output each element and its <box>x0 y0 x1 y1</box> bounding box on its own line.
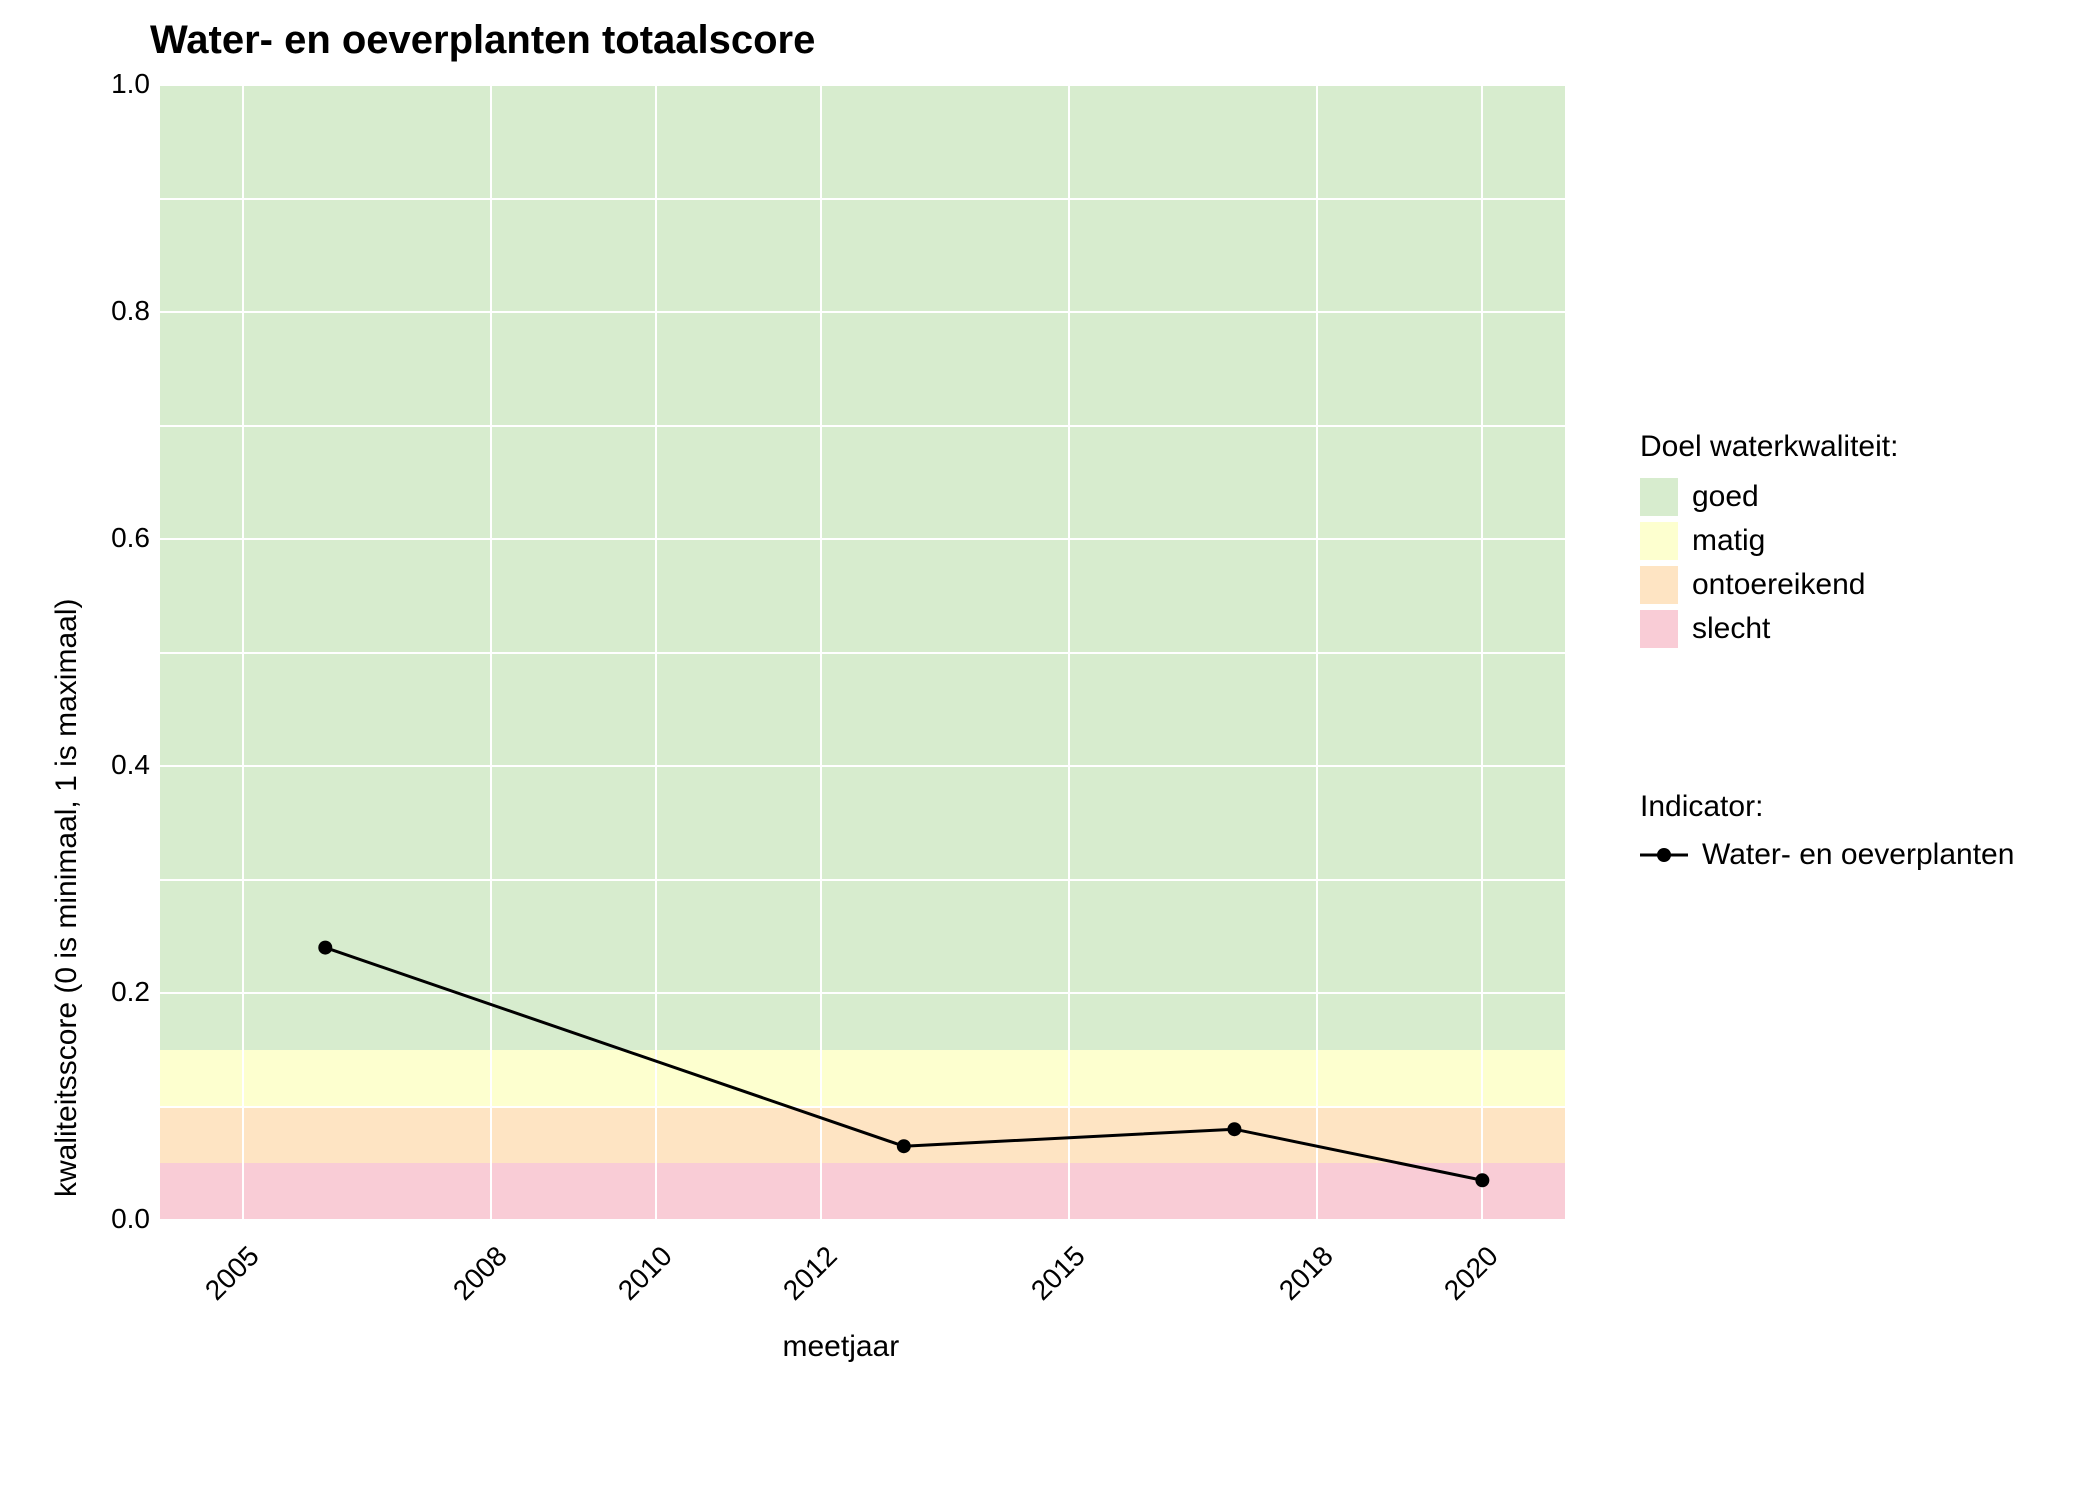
legend-series-item: Water- en oeverplanten <box>1640 838 2014 872</box>
legend-swatch <box>1640 522 1678 560</box>
x-axis-title: meetjaar <box>783 1330 900 1364</box>
legend-band-label: goed <box>1692 480 1759 514</box>
y-tick-label: 0.2 <box>80 976 150 1008</box>
x-tick-label: 2005 <box>199 1240 266 1307</box>
legend-series: Indicator: Water- en oeverplanten <box>1640 790 2014 872</box>
x-tick-label: 2008 <box>447 1240 514 1307</box>
legend-bands: Doel waterkwaliteit: goed matig ontoereike… <box>1640 430 1898 648</box>
plot-panel <box>160 85 1565 1220</box>
legend-series-items: Water- en oeverplanten <box>1640 838 2014 872</box>
legend-band-label: ontoereikend <box>1692 568 1865 602</box>
series-point <box>1475 1173 1489 1187</box>
legend-bands-title: Doel waterkwaliteit: <box>1640 430 1898 464</box>
legend-line-swatch <box>1640 843 1688 867</box>
y-tick-label: 1.0 <box>80 68 150 100</box>
legend-band-item: slecht <box>1640 610 1898 648</box>
y-tick-label: 0.4 <box>80 749 150 781</box>
legend-band-item: matig <box>1640 522 1898 560</box>
x-tick-label: 2010 <box>612 1240 679 1307</box>
y-tick-label: 0.6 <box>80 522 150 554</box>
legend-swatch <box>1640 478 1678 516</box>
legend-band-item: ontoereikend <box>1640 566 1898 604</box>
series-point <box>1227 1122 1241 1136</box>
legend-band-item: goed <box>1640 478 1898 516</box>
legend-swatch <box>1640 610 1678 648</box>
legend-swatch <box>1640 566 1678 604</box>
x-tick-label: 2015 <box>1025 1240 1092 1307</box>
y-tick-label: 0.8 <box>80 295 150 327</box>
figure: Water- en oeverplanten totaalscore kwali… <box>0 0 2100 1500</box>
legend-series-title: Indicator: <box>1640 790 2014 824</box>
x-tick-label: 2012 <box>777 1240 844 1307</box>
x-tick-label: 2020 <box>1438 1240 1505 1307</box>
y-tick-label: 0.0 <box>80 1203 150 1235</box>
legend-series-label: Water- en oeverplanten <box>1702 838 2014 872</box>
series-point <box>897 1139 911 1153</box>
series-layer <box>160 85 1565 1220</box>
chart-title: Water- en oeverplanten totaalscore <box>150 18 815 63</box>
y-axis-title: kwaliteitsscore (0 is minimaal, 1 is max… <box>50 599 84 1197</box>
legend-bands-items: goed matig ontoereikend slecht <box>1640 478 1898 648</box>
x-tick-label: 2018 <box>1273 1240 1340 1307</box>
legend-band-label: slecht <box>1692 612 1770 646</box>
series-point <box>318 941 332 955</box>
legend-band-label: matig <box>1692 524 1765 558</box>
